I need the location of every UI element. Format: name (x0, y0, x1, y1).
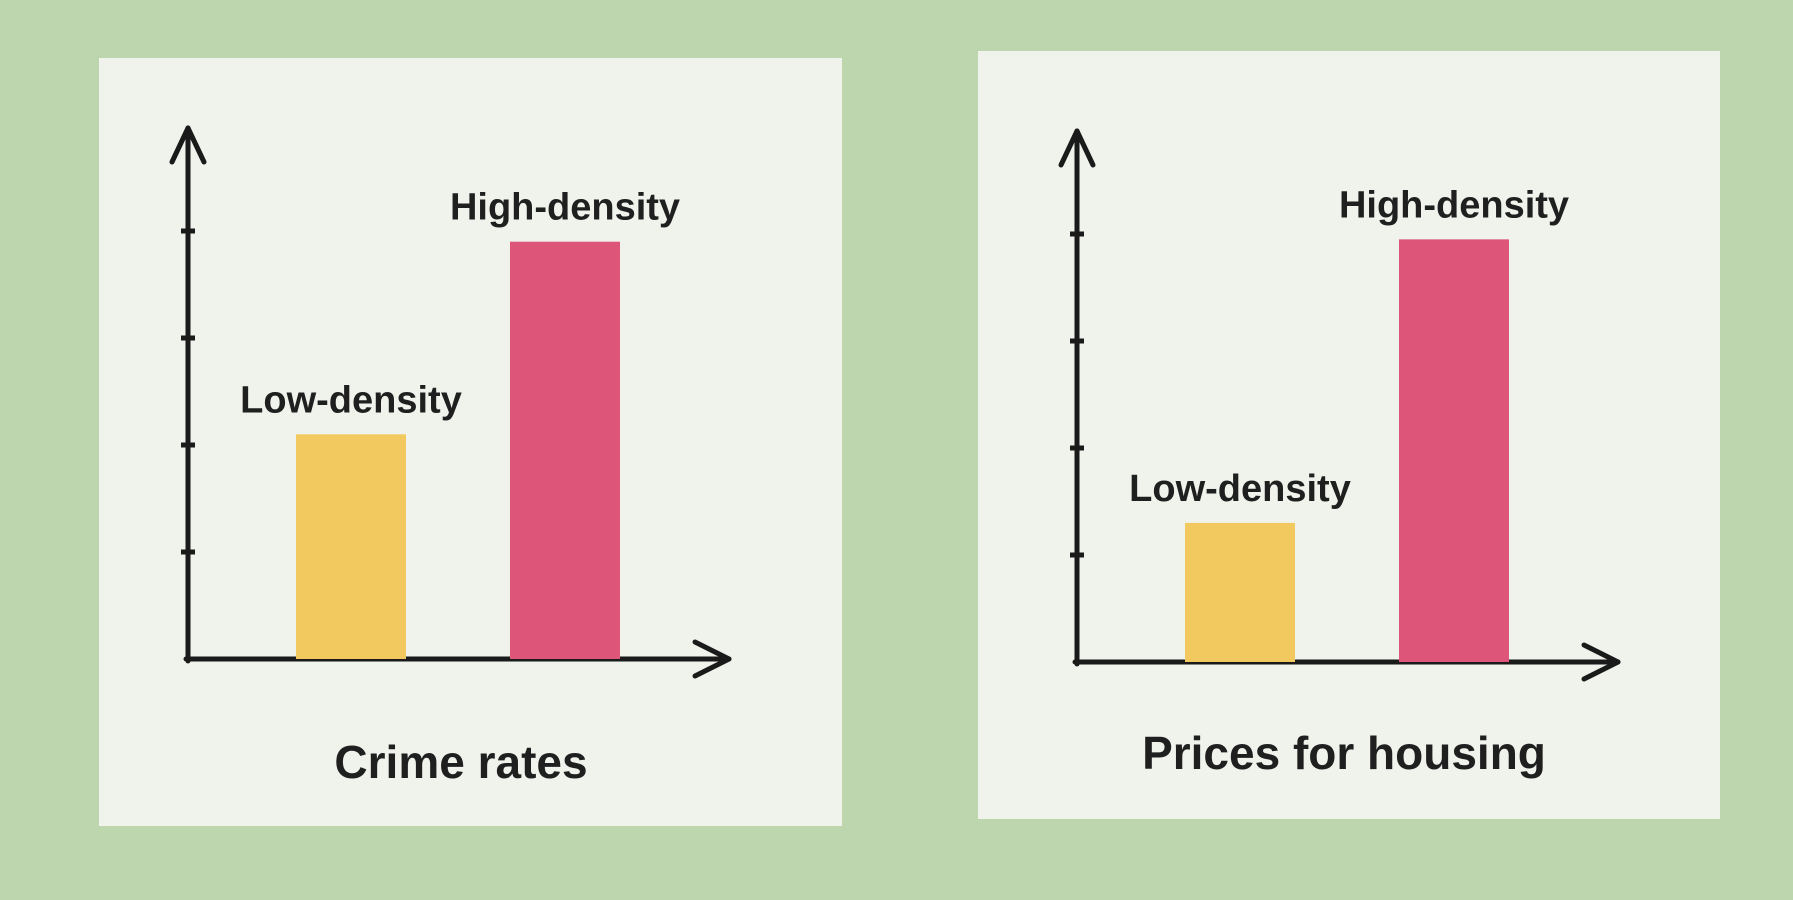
bar-label-low-density: Low-density (240, 379, 462, 421)
prices-for-housing-chart: Low-density High-density Prices for housi… (1058, 128, 1621, 779)
bars (1185, 239, 1509, 662)
chart-panel-crime-rates: Low-density High-density Crime rates (99, 58, 842, 826)
bar-low-density (296, 434, 406, 659)
bar-labels: Low-density High-density (1129, 184, 1569, 510)
bar-label-low-density: Low-density (1129, 468, 1351, 510)
x-axis-arrow (692, 639, 732, 679)
bar-labels: Low-density High-density (240, 187, 680, 422)
bars (296, 241, 620, 659)
axes (169, 125, 732, 679)
y-axis-arrow (1058, 128, 1096, 168)
chart-panel-prices-for-housing: Low-density High-density Prices for housi… (978, 51, 1720, 819)
bar-label-high-density: High-density (450, 187, 680, 229)
y-axis-arrow (169, 125, 207, 165)
chart-title: Prices for housing (1142, 727, 1546, 779)
bar-high-density (1399, 239, 1509, 662)
bar-high-density (510, 241, 620, 659)
crime-rates-chart: Low-density High-density Crime rates (169, 125, 732, 788)
chart-title: Crime rates (334, 736, 587, 788)
bar-label-high-density: High-density (1339, 184, 1569, 226)
x-axis-arrow (1581, 642, 1621, 682)
axes (1058, 128, 1621, 682)
bar-low-density (1185, 522, 1295, 662)
